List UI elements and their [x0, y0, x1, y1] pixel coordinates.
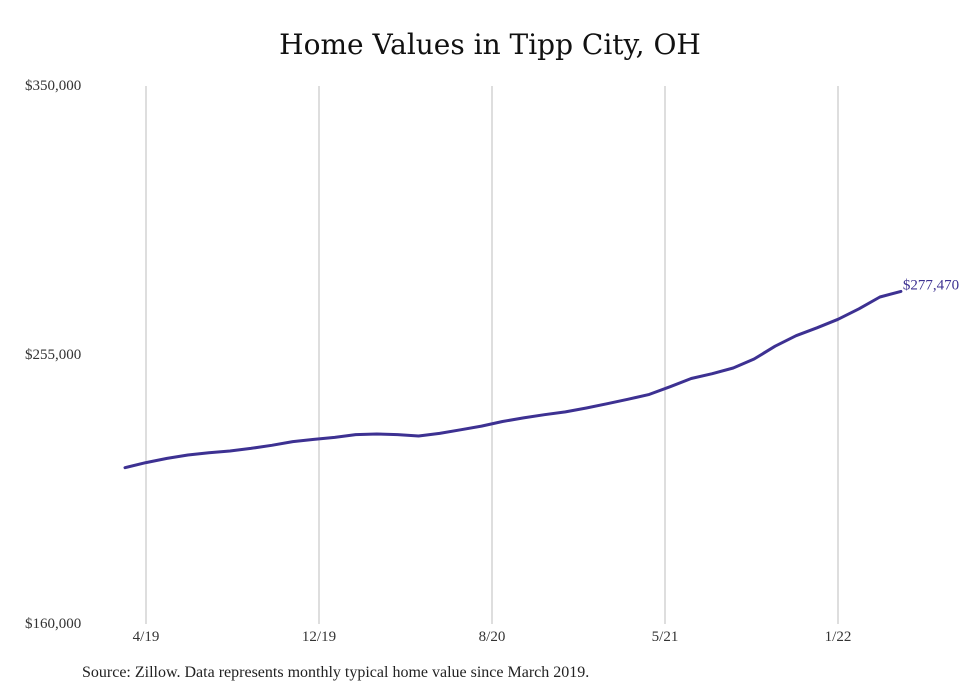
source-note: Source: Zillow. Data represents monthly … [82, 664, 590, 681]
x-tick-label: 4/19 [133, 629, 160, 645]
y-tick-label: $255,000 [25, 347, 81, 363]
x-tick-label: 8/20 [479, 629, 506, 645]
chart-title: Home Values in Tipp City, OH [279, 28, 701, 61]
x-tick-label: 5/21 [652, 629, 679, 645]
x-tick-label: 1/22 [825, 629, 852, 645]
end-value-label: $277,470 [903, 277, 959, 293]
y-tick-label: $160,000 [25, 616, 81, 632]
x-tick-label: 12/19 [302, 629, 336, 645]
y-tick-label: $350,000 [25, 78, 81, 94]
series-line [123, 289, 903, 470]
